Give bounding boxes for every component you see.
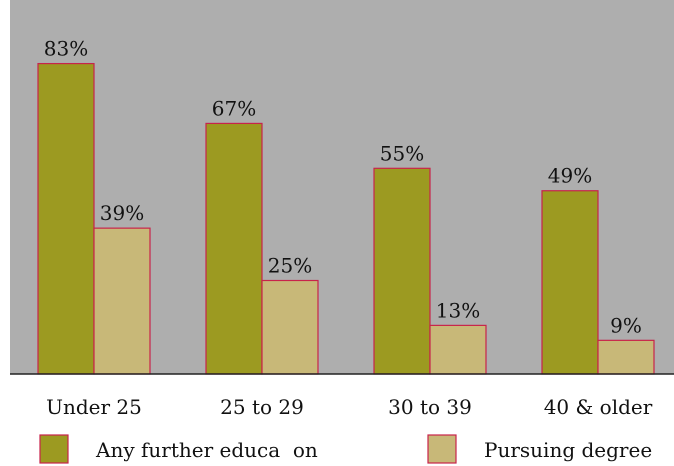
data-label: 49% (548, 164, 592, 188)
data-label: 9% (610, 313, 642, 337)
x-tick-label: Under 25 (46, 395, 142, 419)
x-tick-label: 30 to 39 (388, 395, 472, 419)
legend-swatch-any-further-education (39, 434, 69, 464)
bar-pursuing-degree-2 (429, 324, 487, 375)
data-label: 55% (380, 141, 424, 165)
bar-any-further-education-2 (373, 167, 431, 375)
bar-pursuing-degree-1 (261, 279, 319, 375)
data-label: 67% (212, 96, 256, 120)
data-label: 13% (436, 298, 480, 322)
bars-group (37, 62, 655, 375)
data-label: 39% (100, 201, 144, 225)
legend-label: Pursuing degree (484, 438, 652, 462)
bar-any-further-education-3 (541, 190, 599, 375)
data-label: 83% (44, 37, 88, 61)
legend: Any further educa on Pursuing degree (39, 434, 652, 464)
legend-label: Any further educa on (95, 438, 318, 462)
bar-any-further-education-1 (205, 122, 263, 375)
legend-swatch-pursuing-degree (427, 434, 457, 464)
bar-any-further-education-0 (37, 62, 95, 375)
x-tick-label: 25 to 29 (220, 395, 304, 419)
value-labels-group: 83% 39% 67% 25% 55% 13% 49% 9% (44, 37, 642, 338)
bar-pursuing-degree-3 (597, 339, 655, 375)
bar-pursuing-degree-0 (93, 227, 151, 375)
category-labels-group: Under 25 25 to 29 30 to 39 40 & older (46, 395, 653, 419)
x-tick-label: 40 & older (544, 395, 653, 419)
data-label: 25% (268, 254, 312, 278)
